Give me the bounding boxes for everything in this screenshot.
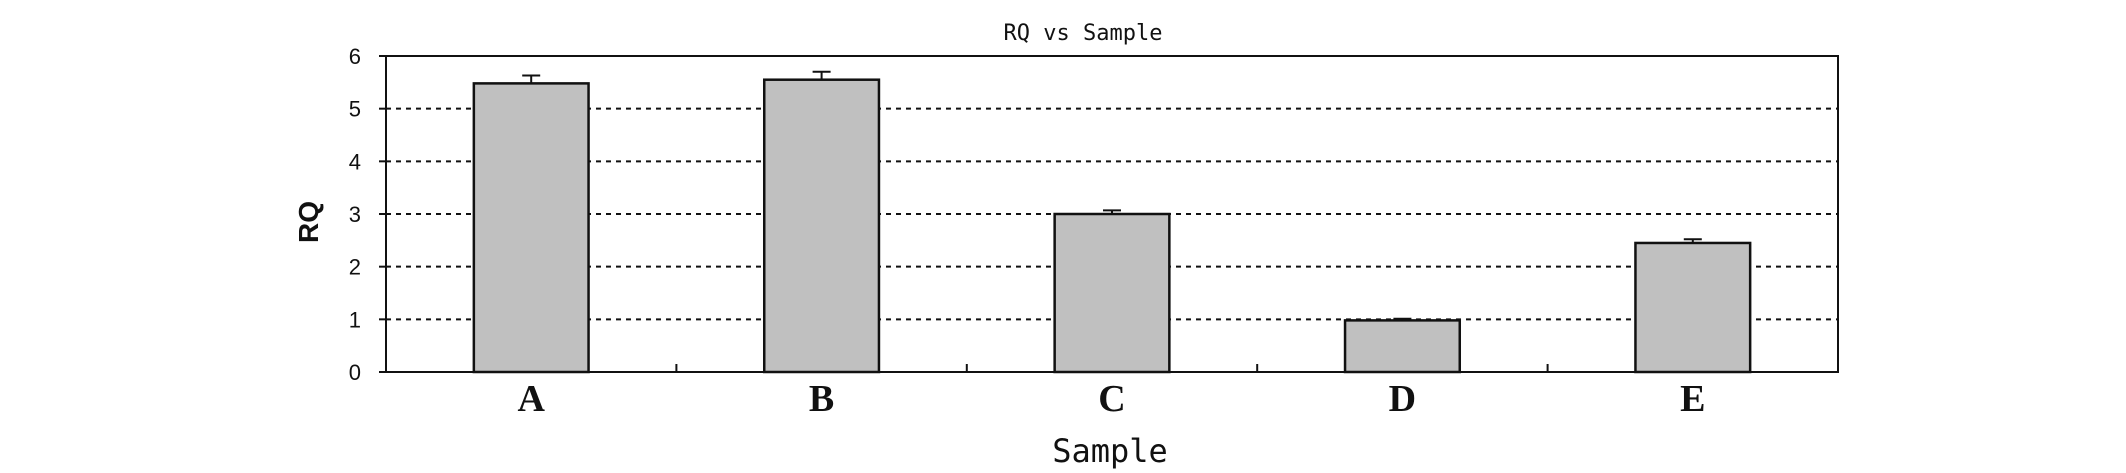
bar bbox=[472, 82, 590, 374]
x-tick-label: C bbox=[1098, 378, 1125, 420]
bar bbox=[1053, 212, 1171, 374]
y-axis-label: RQ bbox=[293, 201, 324, 243]
y-axis-ticks: 0 1 2 3 4 5 6 bbox=[349, 44, 386, 385]
y-tick-label: 4 bbox=[349, 149, 361, 174]
y-tick-label: 6 bbox=[349, 44, 361, 69]
x-tick-label: D bbox=[1389, 378, 1416, 420]
grid-lines bbox=[386, 107, 1838, 321]
y-tick-label: 1 bbox=[349, 307, 361, 332]
y-tick-label: 2 bbox=[349, 255, 361, 280]
bars bbox=[472, 70, 1752, 374]
x-tick-label: A bbox=[517, 378, 545, 420]
bar bbox=[1343, 319, 1462, 374]
x-tick-label: B bbox=[809, 378, 834, 420]
x-axis-label: Sample bbox=[1052, 432, 1168, 470]
y-tick-label: 5 bbox=[349, 97, 361, 122]
y-tick-label: 3 bbox=[349, 202, 361, 227]
x-axis-ticks: A B C D E bbox=[517, 364, 1705, 420]
bar bbox=[762, 78, 881, 374]
chart-title: RQ vs Sample bbox=[1004, 21, 1163, 46]
x-tick-label: E bbox=[1680, 378, 1705, 420]
bar bbox=[1634, 241, 1752, 374]
y-tick-label: 0 bbox=[349, 360, 361, 385]
